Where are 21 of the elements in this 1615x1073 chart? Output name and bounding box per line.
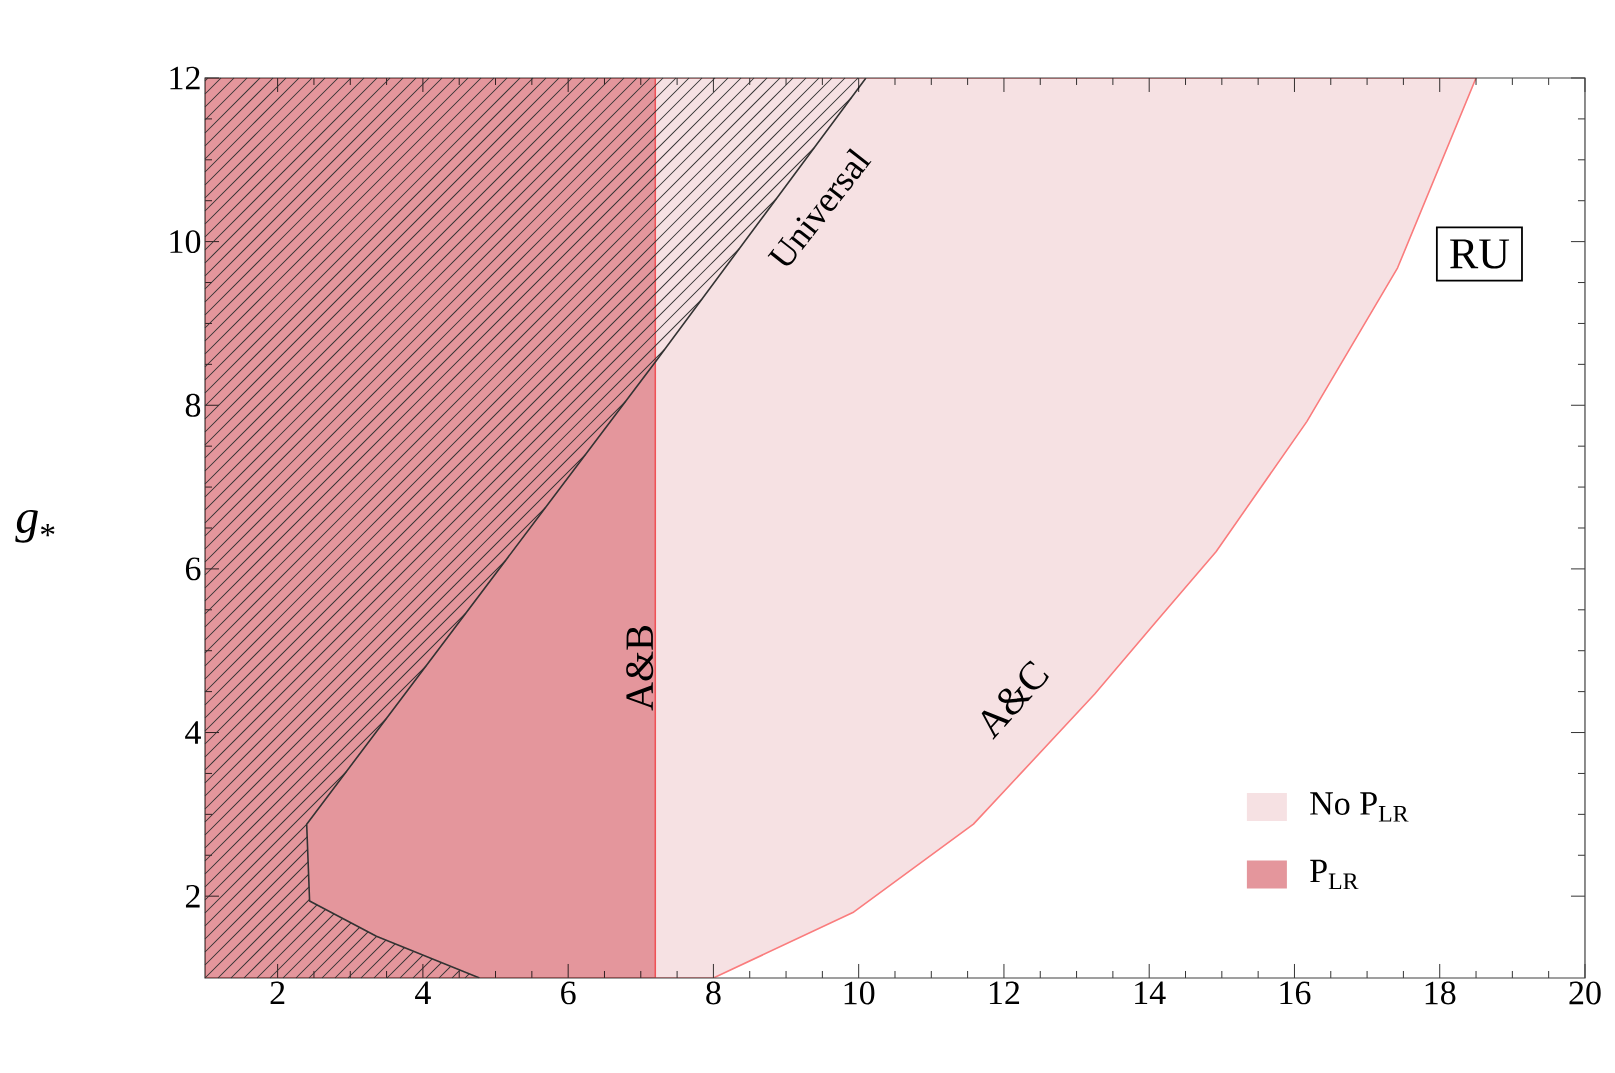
y-tick-label: 2 [185, 884, 200, 908]
x-tick-label: 20 [1569, 981, 1601, 1005]
legend-label: P$_{LR}$ [1310, 859, 1359, 890]
y-tick-label: 8 [185, 393, 201, 417]
x-tick-label: 4 [415, 981, 431, 1004]
x-tick-label: 16 [1280, 981, 1311, 1005]
x-tick-label: 14 [1135, 981, 1166, 1004]
y-tick-label: 4 [185, 721, 201, 744]
x-tick-label: 10 [844, 981, 875, 1005]
x-tick-label: 12 [989, 981, 1020, 1005]
annotation: A&B [626, 626, 654, 711]
y-axis-title: g$_{*}$ [15, 509, 55, 543]
x-tick-label: 18 [1425, 981, 1456, 1005]
legend-label: No P$_{LR}$ [1310, 792, 1409, 822]
annotation: RU [1450, 239, 1510, 269]
y-tick-label: 12 [170, 66, 200, 90]
x-tick-label: 6 [561, 981, 576, 1005]
x-tick-label: 8 [706, 981, 721, 1005]
y-tick-label: 10 [170, 230, 201, 254]
x-tick-label: 2 [270, 981, 285, 1005]
y-tick-label: 6 [185, 557, 201, 581]
